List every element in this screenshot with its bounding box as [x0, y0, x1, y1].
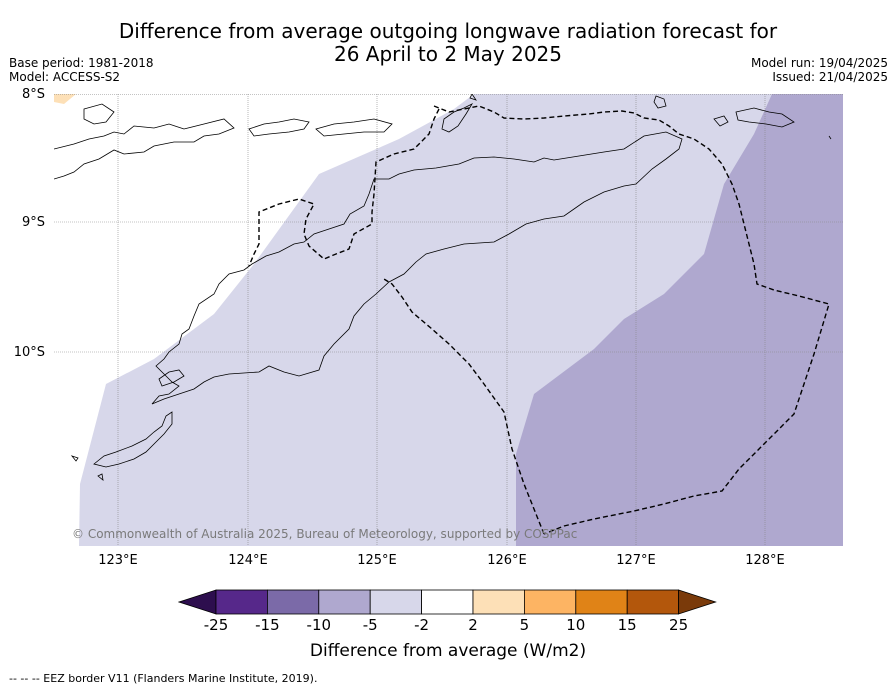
- alor-island: [315, 118, 393, 137]
- colorbar-tick-label: 10: [566, 616, 586, 634]
- meta-left: Base period: 1981-2018 Model: ACCESS-S2: [9, 56, 154, 84]
- timor-island: [151, 131, 683, 405]
- meta-right: Model run: 19/04/2025 Issued: 21/04/2025: [751, 56, 888, 84]
- flores-island: [54, 118, 235, 180]
- islet-top: [469, 94, 477, 101]
- lat-label-9s: 9°S: [21, 215, 45, 230]
- sumba-top: [83, 103, 115, 125]
- colorbar-tick-label: 2: [468, 616, 478, 634]
- colorbar: [178, 589, 717, 615]
- copyright-notice: © Commonwealth of Australia 2025, Bureau…: [72, 527, 578, 541]
- colorbar-tick-label: -2: [414, 616, 430, 634]
- model-name: Model: ACCESS-S2: [9, 70, 121, 84]
- colorbar-cell: [472, 589, 525, 615]
- eez-border: [248, 105, 830, 535]
- ndao-island: [70, 455, 79, 462]
- small-island-top: [653, 95, 667, 109]
- grid-lines: [54, 94, 843, 546]
- colorbar-tick-label: 25: [669, 616, 689, 634]
- colorbar-cell: [267, 589, 320, 615]
- anomaly-area-mid: [516, 94, 843, 546]
- colorbar-arrow-high: [678, 589, 717, 615]
- rote-island: [93, 411, 173, 468]
- colorbar-cell: [318, 589, 371, 615]
- colorbar-cell: [626, 589, 680, 615]
- footnote: -- -- -- EEZ border V11 (Flanders Marine…: [9, 672, 318, 685]
- colorbar-tick-label: -5: [362, 616, 378, 634]
- colorbar-tick-label: 15: [617, 616, 637, 634]
- model-run: Model run: 19/04/2025: [750, 56, 888, 70]
- colorbar-cell: [369, 589, 422, 615]
- issued-date: Issued: 21/04/2025: [772, 70, 888, 84]
- colorbar-tick-label: -15: [255, 616, 280, 634]
- anomaly-area-orange: [54, 94, 76, 104]
- lon-label-124e: 124°E: [228, 553, 268, 568]
- lat-label-8s: 8°S: [21, 87, 45, 102]
- coastlines: [54, 94, 832, 481]
- map-panel: [54, 94, 843, 546]
- lon-label-123e: 123°E: [98, 553, 138, 568]
- islet-far-right: [828, 135, 832, 140]
- title-line-1: Difference from average outgoing longwav…: [118, 19, 778, 43]
- colorbar-tick-label: 5: [519, 616, 530, 634]
- small-island-rote: [97, 473, 104, 481]
- lon-label-126e: 126°E: [487, 553, 527, 568]
- title-line-2: 26 April to 2 May 2025: [334, 42, 562, 66]
- babar-island: [735, 107, 795, 128]
- colorbar-title: Difference from average (W/m2): [309, 641, 587, 661]
- semau-island: [158, 369, 185, 387]
- chart-title: Difference from average outgoing longwav…: [0, 20, 896, 66]
- colorbar-cell: [575, 589, 628, 615]
- lon-label-128e: 128°E: [745, 553, 785, 568]
- colorbar-cell: [421, 589, 474, 615]
- base-period: Base period: 1981-2018: [9, 56, 154, 70]
- colorbar-arrow-low: [178, 589, 217, 615]
- map-svg: [54, 94, 843, 546]
- lon-label-127e: 127°E: [616, 553, 656, 568]
- colorbar-cell: [215, 589, 268, 615]
- colorbar-tick-label: -10: [306, 616, 332, 634]
- solor-island: [248, 118, 310, 137]
- colorbar-cell: [523, 589, 577, 615]
- lon-label-125e: 125°E: [357, 553, 397, 568]
- lat-label-10s: 10°S: [13, 345, 45, 360]
- colorbar-tick-label: -25: [203, 616, 229, 634]
- small-island-right: [713, 115, 729, 127]
